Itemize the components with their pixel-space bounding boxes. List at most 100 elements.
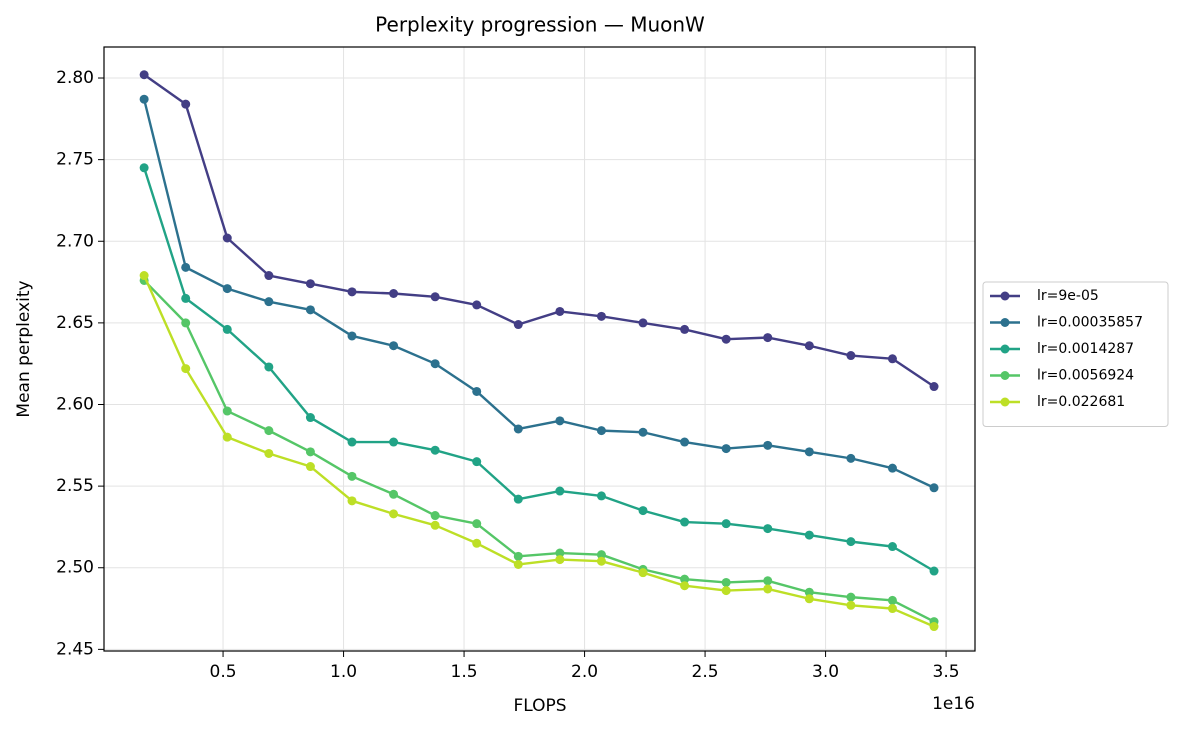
- data-point: [305, 305, 315, 315]
- data-point: [430, 445, 440, 455]
- data-point: [513, 559, 523, 569]
- data-point: [846, 453, 856, 463]
- series-line: [143, 279, 935, 623]
- data-point: [513, 494, 523, 504]
- data-point: [430, 292, 440, 302]
- data-point: [638, 318, 648, 328]
- data-point: [680, 324, 690, 334]
- data-point: [555, 486, 565, 496]
- data-point: [596, 491, 606, 501]
- x-tick-label: 0.5: [210, 662, 237, 682]
- data-point: [846, 600, 856, 610]
- data-point: [846, 351, 856, 361]
- data-point: [680, 574, 690, 584]
- data-point: [139, 163, 149, 173]
- y-tick-label: 2.55: [56, 476, 94, 496]
- data-point: [181, 293, 191, 303]
- x-tick-label: 3.0: [812, 662, 839, 682]
- legend-frame: [982, 281, 1169, 427]
- data-point: [305, 447, 315, 457]
- data-point: [347, 437, 357, 447]
- y-tick-label: 2.70: [56, 231, 94, 251]
- data-point: [305, 462, 315, 472]
- data-point: [181, 99, 191, 109]
- data-point: [305, 279, 315, 289]
- y-axis-label: Mean perplexity: [14, 280, 34, 417]
- x-tick-label: 2.5: [692, 662, 719, 682]
- x-tick-label: 2.0: [571, 662, 598, 682]
- data-point: [472, 538, 482, 548]
- legend: lr=9e-05 lr=0.00035857 lr=0.0014287 lr=0.00…: [982, 281, 1169, 427]
- data-point: [680, 581, 690, 591]
- y-tick-label: 2.45: [56, 639, 94, 659]
- data-point: [222, 432, 232, 442]
- data-point: [596, 550, 606, 560]
- x-axis-label: FLOPS: [513, 696, 566, 716]
- data-point: [347, 331, 357, 341]
- data-point: [555, 555, 565, 565]
- data-point: [389, 489, 399, 499]
- data-point: [139, 70, 149, 80]
- plot-area: [139, 70, 939, 632]
- data-point: [222, 406, 232, 416]
- data-point: [929, 622, 939, 632]
- data-point: [804, 341, 814, 351]
- data-point: [763, 333, 773, 343]
- y-tick-label: 2.80: [56, 68, 94, 88]
- data-point: [472, 519, 482, 529]
- data-point: [513, 424, 523, 434]
- data-point: [472, 386, 482, 396]
- y-tick-label: 2.50: [56, 558, 94, 578]
- data-point: [638, 568, 648, 578]
- data-point: [472, 457, 482, 467]
- data-point: [763, 584, 773, 594]
- series-line: [142, 167, 935, 573]
- data-point: [596, 426, 606, 436]
- x-offset-label: 1e16: [932, 694, 975, 714]
- data-point: [555, 416, 565, 426]
- data-point: [680, 517, 690, 527]
- data-point: [389, 437, 399, 447]
- y-tick-label: 2.60: [56, 395, 94, 415]
- data-point: [887, 595, 897, 605]
- data-point: [638, 506, 648, 516]
- data-point: [389, 509, 399, 519]
- legend-marker: [1000, 318, 1010, 327]
- data-point: [804, 530, 814, 540]
- legend-label: lr=0.00035857: [1037, 315, 1143, 331]
- series-line: [143, 73, 935, 388]
- data-point: [472, 300, 482, 310]
- data-point: [181, 262, 191, 272]
- data-point: [721, 444, 731, 454]
- data-point: [721, 586, 731, 596]
- data-point: [596, 556, 606, 566]
- data-point: [430, 511, 440, 521]
- data-point: [763, 440, 773, 450]
- data-point: [804, 447, 814, 457]
- data-point: [638, 427, 648, 437]
- legend-label: lr=0.0014287: [1037, 341, 1134, 357]
- data-point: [929, 382, 939, 392]
- data-point: [929, 483, 939, 493]
- data-point: [846, 537, 856, 547]
- data-point: [721, 334, 731, 344]
- legend-label: lr=9e-05: [1037, 288, 1099, 304]
- data-point: [804, 587, 814, 597]
- data-point: [721, 519, 731, 529]
- y-tick-label: 2.75: [56, 150, 94, 170]
- data-point: [887, 542, 897, 552]
- data-point: [430, 359, 440, 369]
- data-point: [347, 287, 357, 297]
- data-point: [222, 233, 232, 243]
- data-point: [264, 362, 274, 372]
- data-point: [181, 318, 191, 328]
- data-point: [389, 288, 399, 298]
- legend-label: lr=0.022681: [1037, 394, 1125, 410]
- data-point: [347, 496, 357, 506]
- legend-marker: [1000, 291, 1010, 301]
- legend-label: lr=0.0056924: [1037, 368, 1134, 384]
- data-point: [222, 324, 232, 334]
- data-point: [222, 284, 232, 294]
- data-point: [181, 364, 191, 374]
